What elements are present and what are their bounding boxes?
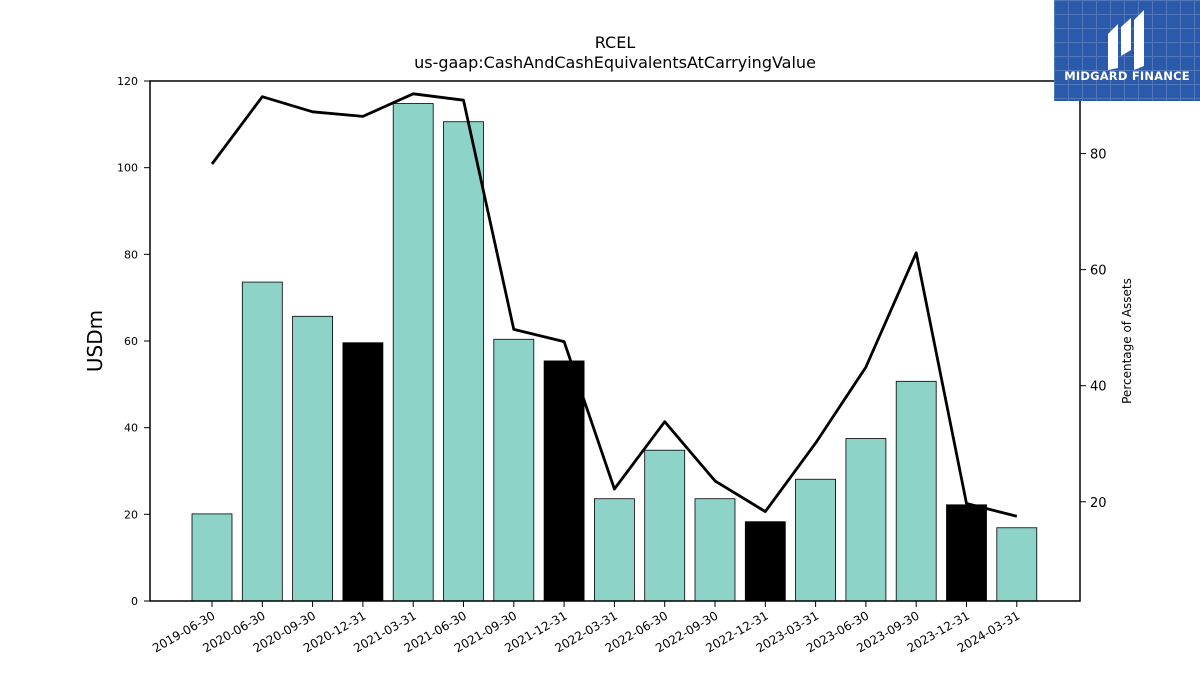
bar-2020-12-31 bbox=[342, 342, 384, 602]
bar-2019-06-30 bbox=[191, 513, 233, 602]
y-axis-label-left: USDm bbox=[83, 310, 107, 372]
midgard-finance-logo: MIDGARD FINANCE bbox=[1054, 0, 1200, 101]
midgard-m-logo-icon bbox=[1108, 10, 1144, 70]
bar-2020-06-30 bbox=[241, 281, 283, 602]
left-tick-label: 40 bbox=[124, 422, 138, 435]
right-tick-label: 20 bbox=[1090, 496, 1107, 511]
bar-2022-09-30 bbox=[694, 498, 736, 602]
line-layer bbox=[210, 92, 1018, 518]
percentage-line bbox=[210, 92, 1018, 518]
left-tick-label: 60 bbox=[124, 335, 138, 348]
bar-2022-12-31 bbox=[744, 521, 786, 602]
bar-2022-03-31 bbox=[594, 498, 635, 602]
right-tick-label: 40 bbox=[1090, 380, 1107, 395]
bar-2023-03-31 bbox=[795, 478, 836, 602]
left-tick-label: 120 bbox=[117, 75, 138, 88]
right-tick-label: 80 bbox=[1090, 148, 1107, 163]
bar-2021-12-31 bbox=[543, 360, 585, 602]
bar-2023-09-30 bbox=[895, 380, 937, 602]
bar-2023-06-30 bbox=[845, 438, 887, 602]
left-tick-label: 0 bbox=[131, 595, 138, 608]
logo-text: MIDGARD FINANCE bbox=[1064, 69, 1190, 83]
left-axis: 0 20 40 60 80 100 120 bbox=[117, 75, 150, 608]
x-axis: 2019-06-302020-06-302020-09-302020-12-31… bbox=[150, 601, 1022, 655]
bar-2022-06-30 bbox=[644, 449, 686, 602]
right-tick-label: 60 bbox=[1090, 264, 1107, 279]
left-tick-label: 20 bbox=[124, 508, 138, 521]
bar-2021-03-31 bbox=[392, 103, 434, 602]
right-axis: 20 40 60 80 bbox=[1080, 148, 1107, 511]
chart-title: RCEL bbox=[595, 33, 636, 52]
bar-2020-09-30 bbox=[292, 315, 334, 602]
y-axis-label-right: Percentage of Assets bbox=[1120, 278, 1134, 404]
bar-2023-12-31 bbox=[946, 504, 987, 602]
left-tick-label: 100 bbox=[117, 162, 138, 175]
chart-subtitle: us-gaap:CashAndCashEquivalentsAtCarrying… bbox=[414, 53, 816, 72]
bar-2021-09-30 bbox=[493, 338, 535, 602]
bars bbox=[191, 103, 1038, 602]
bar-2024-03-31 bbox=[996, 527, 1038, 602]
bar-2021-06-30 bbox=[443, 121, 484, 602]
left-tick-label: 80 bbox=[124, 248, 138, 261]
